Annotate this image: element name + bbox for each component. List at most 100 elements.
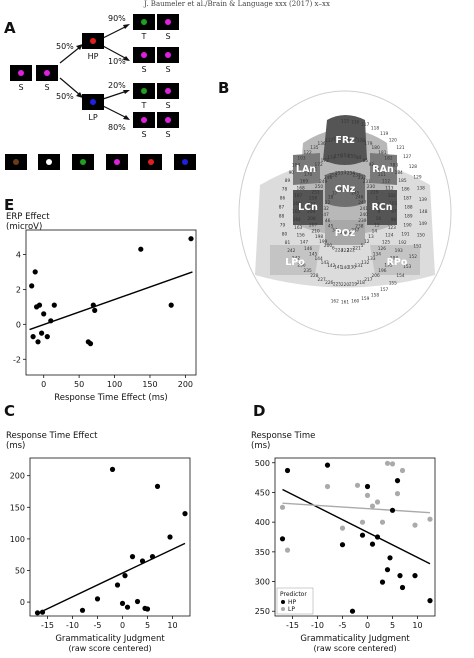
x-tick-label: 5 <box>390 621 395 630</box>
data-point <box>359 519 366 525</box>
electrode-label: 183 <box>390 162 398 168</box>
electrode-label: 249 <box>319 179 327 185</box>
electrode-label: 241 <box>360 206 368 212</box>
y-tick-label: 400 <box>255 518 270 527</box>
x-tick-label: -5 <box>94 621 102 630</box>
electrode-label: 130 <box>348 265 356 271</box>
electrode-label: 15 <box>374 222 380 228</box>
electrode-label: 12 <box>364 239 370 245</box>
data-point <box>167 534 173 540</box>
dot-blue-icon <box>90 99 96 105</box>
hp-top-label-1: T <box>141 32 147 41</box>
data-point <box>369 503 376 509</box>
y-tick-label: 500 <box>255 459 270 468</box>
electrode-label: 208 <box>307 216 315 222</box>
region-label-rcn: RCn <box>371 202 392 213</box>
stimulus-legend-magenta <box>106 154 128 170</box>
electrode-label: 235 <box>303 268 311 274</box>
journal-header: J. Baumeler et al./Brain & Language xxx … <box>144 0 330 8</box>
stimulus-hp-s2 <box>157 47 179 63</box>
electrode-label: 157 <box>380 287 388 293</box>
region-label-lan: LAn <box>296 164 316 175</box>
x-axis-label: Grammaticality Judgment <box>300 634 410 644</box>
data-point <box>32 269 38 275</box>
electrode-label: 119 <box>380 131 388 137</box>
dot-magenta-icon <box>141 52 147 58</box>
electrode-label: 233 <box>352 172 360 178</box>
data-point <box>182 511 188 517</box>
electrode-label: 219 <box>349 282 357 288</box>
stimulus-lp-s2 <box>157 112 179 128</box>
y-tick-label: 200 <box>10 472 25 481</box>
stimulus-lp-s <box>157 83 179 99</box>
data-point <box>92 307 98 313</box>
region-label-ran: RAn <box>372 164 394 175</box>
data-point <box>364 492 371 498</box>
electrode-label: 253 <box>335 171 343 177</box>
electrode-label: 97 <box>391 209 397 215</box>
electrode-label: 188 <box>404 204 412 210</box>
y-tick-label: 450 <box>255 488 270 497</box>
electrode-label: 198 <box>315 234 323 240</box>
electrode-label: 193 <box>395 248 403 254</box>
plot-frame <box>274 457 436 617</box>
electrode-label: 123 <box>388 225 396 231</box>
electrode-label: 79 <box>280 223 286 229</box>
lp-bottom-pct: 80% <box>108 123 126 132</box>
data-point <box>427 516 433 522</box>
x-tick-label: -10 <box>311 621 324 630</box>
data-point <box>94 596 101 602</box>
lp-top-pct: 20% <box>108 81 126 90</box>
electrode-label: 167 <box>294 193 302 199</box>
electrode-label: 243 <box>341 187 349 193</box>
stimulus-legend-red <box>140 154 162 170</box>
panel-c-chart: -15 -10 -5 0 5 10 0 50 100 150 200 Response Time Ef… <box>0 420 245 654</box>
data-point <box>339 542 346 548</box>
data-point <box>412 573 418 579</box>
panel-letter-c: C <box>4 402 16 420</box>
electrode-label: 148 <box>419 209 427 215</box>
data-point <box>35 339 41 345</box>
electrode-label: 78 <box>282 186 288 192</box>
dot-green-icon <box>141 19 147 25</box>
stimulus-legend-green <box>72 154 94 170</box>
electrode-label: 231 <box>363 179 371 185</box>
data-point <box>284 547 291 553</box>
electrode-label: 137 <box>325 138 333 144</box>
electrode-label: 217 <box>364 277 372 283</box>
electrode-label: 10 <box>337 188 343 194</box>
chart-title: Response Time <box>251 431 315 441</box>
electrode-label: 200 <box>324 243 332 249</box>
data-point <box>427 598 433 604</box>
x-tick-label: 150 <box>142 380 157 389</box>
data-point <box>349 608 356 614</box>
electrode-label: 229 <box>370 190 378 196</box>
electrode-label: 122 <box>303 150 311 156</box>
region-frz <box>323 115 367 165</box>
data-point <box>122 573 128 579</box>
electrode-label: 149 <box>419 221 427 227</box>
data-point <box>387 555 393 561</box>
data-point <box>374 534 381 540</box>
electrode-label: 245 <box>351 191 359 197</box>
lp-bottom-label-1: S <box>141 130 147 139</box>
legend-marker <box>281 600 285 604</box>
data-point <box>284 467 291 474</box>
panel-a-paradigm: S S 50% 50% HP LP 90% 10% 20% 80% T S S … <box>0 0 215 180</box>
data-point <box>279 536 286 542</box>
y-tick-label: 50 <box>15 566 25 575</box>
stimulus-hp-t <box>133 14 155 30</box>
y-tick-label: 2 <box>16 285 21 294</box>
chart-e-svg: 0 50 100 150 200 -2 0 2 4 ERP Effect(microV) Respo… <box>6 212 197 403</box>
data-point <box>364 483 371 490</box>
region-lcn <box>293 190 323 225</box>
data-point <box>389 461 396 467</box>
x-tick-label: -15 <box>41 621 54 630</box>
x-tick-label: 0 <box>365 621 370 630</box>
panel-b-montage: 243 244 245 246 247 241 240 239 238 237 2 26 33 34 45 4… <box>215 75 474 345</box>
data-point <box>36 302 43 308</box>
electrode-label: 222 <box>347 247 355 253</box>
regression-line <box>282 502 431 514</box>
x-tick-label: -5 <box>339 621 347 630</box>
electrode-montage-svg: 2432442452462472412402392382372263334454… <box>238 90 452 336</box>
